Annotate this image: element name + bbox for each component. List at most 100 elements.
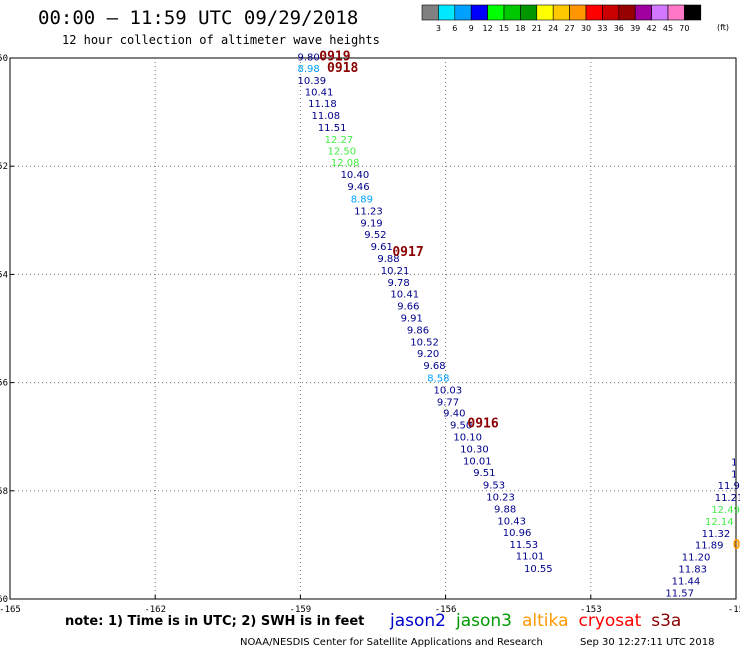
wave-height-label: 10.55 <box>524 564 553 575</box>
wave-height-label: 8.58 <box>427 374 449 385</box>
wave-height-label: 11.32 <box>702 529 731 540</box>
color-scale-label: 15 <box>499 24 509 33</box>
wave-height-label: 1 <box>731 469 737 480</box>
color-scale-swatch <box>552 4 570 21</box>
wave-height-label: 11.21 <box>715 493 740 504</box>
wave-height-label: 10.30 <box>460 444 489 455</box>
color-scale-swatch <box>667 4 685 21</box>
color-scale-label: 3 <box>436 24 441 33</box>
date-tag: 0918 <box>327 61 358 76</box>
color-scale-swatch <box>503 4 521 21</box>
wave-height-label: 9.46 <box>347 182 369 193</box>
wave-height-label: 10.21 <box>381 266 410 277</box>
wave-height-label: 12.14 <box>705 517 734 528</box>
y-tick-label: -54 <box>0 270 8 280</box>
wave-height-label: 9.40 <box>443 409 465 420</box>
wave-height-label: 9.61 <box>371 242 393 253</box>
color-scale-label: 24 <box>548 24 558 33</box>
wave-height-label: 11.08 <box>312 111 341 122</box>
wave-height-label: 10.96 <box>503 528 532 539</box>
y-tick-label: -58 <box>0 487 8 497</box>
wave-height-label: 11.51 <box>318 123 347 134</box>
color-scale-label: 18 <box>515 24 525 33</box>
color-scale-swatch <box>520 4 538 21</box>
color-scale-legend: 3 6 9 12 15 18 21 24 27 30 33 36 39 42 45 70 <box>421 4 702 33</box>
wave-height-label: 9.53 <box>483 481 505 492</box>
x-axis-ticks: -165 -162 -159 -156 -153 -15 <box>0 595 740 615</box>
color-scale-swatch <box>536 4 554 21</box>
footer-timestamp: Sep 30 12:27:11 UTC 2018 <box>580 637 714 648</box>
color-scale-swatch <box>438 4 456 21</box>
x-tick-label: -156 <box>435 605 457 615</box>
wave-height-label: 9.51 <box>473 468 495 479</box>
wave-height-label: 11.44 <box>672 576 701 587</box>
wave-height-label: 9.66 <box>397 302 419 313</box>
wave-height-label: 10.52 <box>410 337 439 348</box>
color-scale-swatch <box>470 4 488 21</box>
date-tag: 0917 <box>392 245 423 260</box>
x-tick-label: -159 <box>290 605 312 615</box>
color-scale-units: (ft) <box>717 23 729 32</box>
wave-height-label: 10.40 <box>341 170 370 181</box>
color-scale-label: 70 <box>679 24 689 33</box>
color-scale-swatch <box>421 4 439 21</box>
plot-frame <box>9 57 737 600</box>
wave-height-label: 9.19 <box>360 218 382 229</box>
satellite-name: jason3 <box>455 611 512 631</box>
color-scale-swatch <box>454 4 472 21</box>
y-axis-ticks: -50 -52 -54 -56 -58 -60 <box>0 54 14 605</box>
wave-height-label: 10.10 <box>453 432 482 443</box>
satellite-name: cryosat <box>579 611 642 631</box>
y-tick-label: -52 <box>0 162 8 172</box>
color-scale-label: 33 <box>597 24 607 33</box>
color-scale-label: 42 <box>647 24 657 33</box>
x-tick-label: -15 <box>728 605 740 615</box>
y-tick-label: -56 <box>0 379 8 389</box>
wave-height-label: 12.50 <box>328 146 357 157</box>
color-scale-label: 12 <box>483 24 493 33</box>
color-scale-label: 9 <box>469 24 474 33</box>
footer-credit: NOAA/NESDIS Center for Satellite Applica… <box>240 637 543 648</box>
color-scale-label: 27 <box>565 24 575 33</box>
x-tick-label: -153 <box>580 605 602 615</box>
wave-height-label: 10.43 <box>497 516 526 527</box>
color-scale-swatch <box>569 4 587 21</box>
wave-height-label: 9.52 <box>364 230 386 241</box>
wave-height-label: 9.86 <box>407 325 429 336</box>
wave-height-label: 9.68 <box>423 361 445 372</box>
chart-subtitle: 12 hour collection of altimeter wave hei… <box>62 33 380 47</box>
wave-height-label: 9.88 <box>377 254 399 265</box>
wave-height-label: 11.01 <box>516 552 545 563</box>
wave-height-label: 10.39 <box>297 76 326 87</box>
color-scale-label: 45 <box>663 24 673 33</box>
color-scale-swatch <box>634 4 652 21</box>
wave-height-label: 10.03 <box>434 385 463 396</box>
wave-height-label: 10.01 <box>463 456 492 467</box>
wave-height-label: 8.98 <box>297 64 319 75</box>
data-labels: 9.808.9810.3910.4111.1811.0811.5112.2712… <box>297 53 740 600</box>
grid-lines <box>10 58 736 599</box>
footer-note: note: 1) Time is in UTC; 2) SWH is in fe… <box>65 614 364 629</box>
wave-height-label: 11.23 <box>354 206 383 217</box>
wave-height-label: 11.18 <box>308 99 337 110</box>
color-scale-swatch <box>684 4 702 21</box>
wave-height-label: 9.77 <box>437 397 459 408</box>
chart-title: 00:00 – 11:59 UTC 09/29/2018 <box>38 7 358 29</box>
wave-height-label: 11.20 <box>682 553 711 564</box>
color-scale-label: 21 <box>532 24 542 33</box>
color-scale-label: 6 <box>452 24 457 33</box>
satellite-legend: jason2 jason3 altika cryosat s3a <box>389 611 681 631</box>
y-tick-label: -50 <box>0 54 8 64</box>
x-tick-label: -165 <box>0 605 21 615</box>
wave-height-label: 9.20 <box>417 349 439 360</box>
wave-height-label: 10.41 <box>305 87 334 98</box>
color-scale-label: 36 <box>614 24 624 33</box>
wave-height-label: 9.88 <box>494 504 516 515</box>
color-scale-swatch <box>651 4 669 21</box>
x-tick-label: -162 <box>144 605 166 615</box>
wave-height-label: 8.89 <box>351 194 373 205</box>
y-tick-label: -60 <box>0 595 8 605</box>
wave-height-label: 9.50 <box>450 421 472 432</box>
date-tag: 0916 <box>467 417 498 432</box>
